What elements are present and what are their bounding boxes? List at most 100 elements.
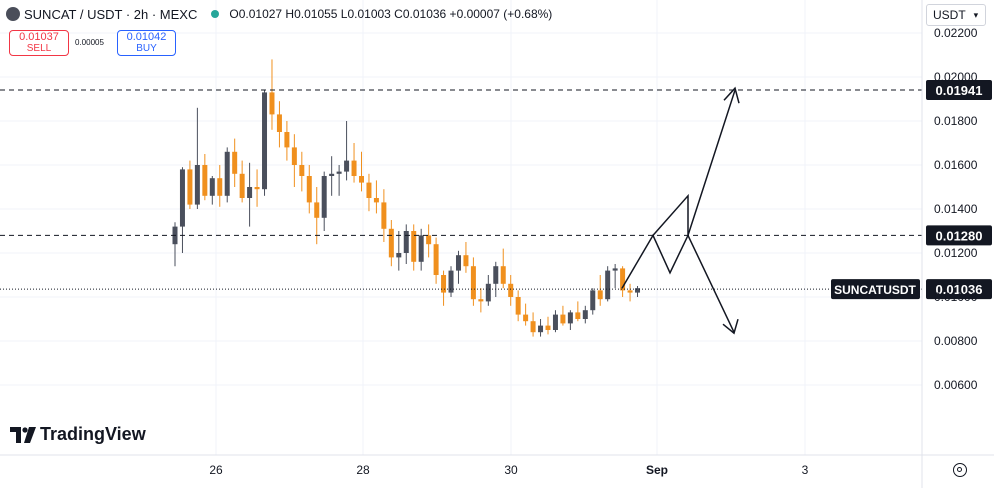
candle-body: [455, 255, 461, 271]
buy-price: 0.01042: [126, 31, 167, 43]
candle-body: [515, 297, 521, 315]
candle: [351, 143, 357, 183]
time-axis[interactable]: 26 28 30 Sep 3: [0, 454, 994, 477]
time-tick-label: 28: [356, 463, 370, 477]
arrow-up-icon: [723, 86, 740, 104]
candle-body: [612, 268, 618, 271]
candle: [470, 257, 476, 306]
candle: [455, 250, 461, 284]
candle-body: [441, 275, 447, 293]
candle-body: [485, 283, 491, 302]
candle-body: [336, 171, 342, 174]
candle-body: [508, 283, 514, 297]
spread-value: 0.00005: [75, 38, 104, 47]
candle: [224, 147, 230, 203]
candle-body: [209, 178, 215, 196]
currency-selector[interactable]: USDT ▾: [926, 4, 986, 26]
candle: [545, 316, 551, 335]
candle-body: [552, 314, 558, 330]
candle-body: [247, 187, 253, 198]
candle-body: [224, 151, 230, 196]
candle-body: [627, 290, 633, 293]
candle-body: [448, 270, 454, 293]
candle: [381, 189, 387, 242]
candle: [396, 231, 402, 271]
candle: [441, 270, 447, 306]
candle-body: [254, 187, 260, 190]
price-tick-label: 0.00600: [934, 378, 978, 392]
buy-label: BUY: [136, 43, 157, 54]
candle-body: [426, 235, 432, 245]
sell-button[interactable]: 0.01037 SELL: [9, 30, 69, 56]
candle: [508, 275, 514, 306]
price-axis[interactable]: 0.02200 0.02000 0.01800 0.01600 0.01400 0.012…: [921, 0, 978, 488]
candle-body: [411, 231, 417, 262]
candle: [500, 248, 506, 289]
candle: [321, 171, 327, 231]
candle: [560, 305, 566, 326]
price-tick-label: 0.01000: [934, 290, 978, 304]
candle: [239, 160, 245, 203]
candle-body: [463, 255, 469, 267]
symbol-title[interactable]: SUNCAT / USDT · 2h · MEXC: [24, 6, 198, 22]
candle: [232, 138, 238, 187]
candle-body: [478, 299, 484, 302]
candle-body: [306, 176, 312, 203]
candle: [291, 134, 297, 187]
projection-path-down[interactable]: [652, 193, 735, 333]
candle-body: [232, 151, 238, 174]
candle: [336, 165, 342, 196]
candle-body: [567, 312, 573, 324]
level-label-bg: [926, 79, 992, 100]
candle-body: [179, 169, 185, 227]
level-label: 0.01280: [936, 228, 983, 243]
candle: [448, 266, 454, 297]
candle: [411, 224, 417, 271]
candle: [582, 305, 588, 324]
candle-body: [321, 176, 327, 218]
candle: [247, 162, 253, 227]
projection-path-up[interactable]: [621, 89, 736, 289]
candle-body: [582, 310, 588, 319]
candle-body: [194, 165, 200, 205]
candle: [426, 224, 432, 258]
currency-label: USDT: [933, 8, 966, 22]
buy-button[interactable]: 0.01042 BUY: [117, 30, 176, 56]
price-tick-label: 0.02000: [934, 70, 978, 84]
candle-body: [366, 182, 372, 198]
candle: [373, 180, 379, 214]
candle: [172, 222, 178, 267]
candle-body: [262, 92, 268, 190]
candle: [284, 121, 290, 161]
candle: [254, 169, 260, 207]
ohlc-values: O0.01027 H0.01055 L0.01003 C0.01036 +0.0…: [229, 7, 553, 21]
candle: [209, 176, 215, 205]
arrow-down-icon: [722, 318, 739, 335]
horizontal-levels: 0.01941 0.01280 SUNCATUSDT 0.01036: [0, 79, 992, 300]
time-tick-label: Sep: [646, 463, 668, 477]
market-status-icon: [211, 10, 220, 18]
candle-body: [523, 314, 529, 322]
price-tick-label: 0.01800: [934, 114, 978, 128]
candle: [612, 264, 618, 289]
brand-name: TradingView: [40, 424, 146, 444]
time-tick-label: 26: [209, 463, 223, 477]
candle-body: [530, 321, 536, 333]
candle-body: [396, 253, 402, 258]
candle-body: [284, 132, 290, 148]
projection-drawing[interactable]: [621, 86, 740, 335]
candle-body: [403, 231, 409, 253]
tradingview-logo[interactable]: TradingView: [10, 424, 146, 445]
candle-body: [470, 266, 476, 300]
symbol-header[interactable]: SUNCAT / USDT · 2h · MEXC O0.01027 H0.01…: [6, 4, 552, 24]
candle-body: [217, 178, 223, 196]
candle: [403, 224, 409, 264]
candle-body: [597, 290, 603, 300]
candle: [635, 286, 641, 297]
gear-icon[interactable]: [953, 463, 967, 477]
candle: [575, 301, 581, 322]
candle-body: [635, 288, 641, 293]
candle-body: [187, 169, 193, 205]
candle: [179, 167, 185, 253]
